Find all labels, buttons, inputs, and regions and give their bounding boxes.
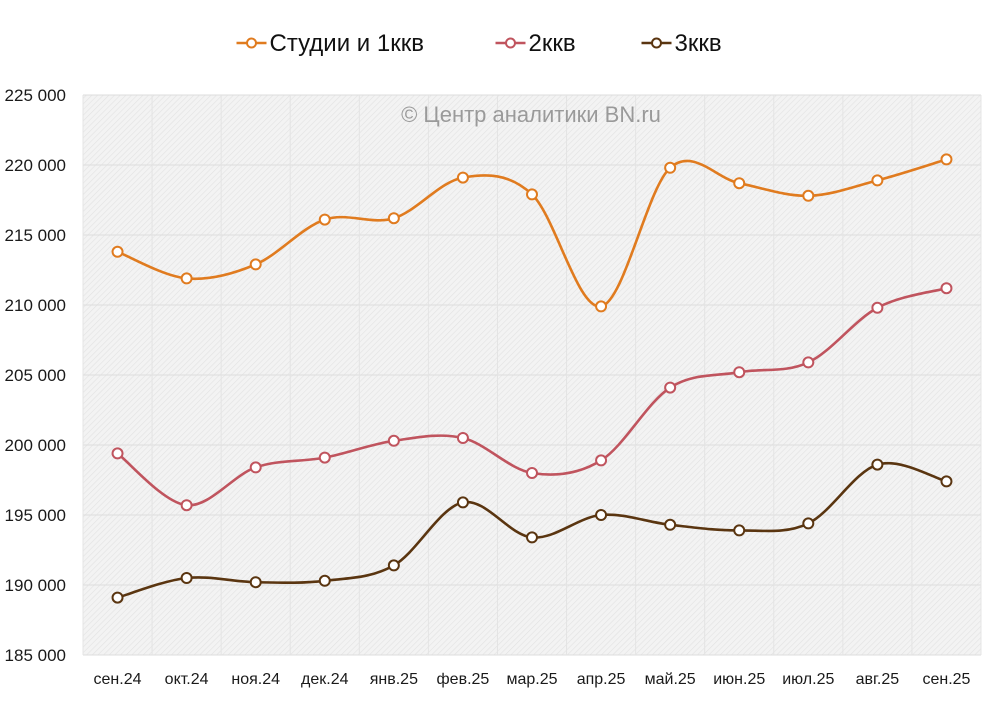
data-point[interactable] bbox=[802, 356, 815, 369]
data-point[interactable] bbox=[456, 171, 469, 184]
series-1 bbox=[111, 153, 953, 313]
x-tick-label: фев.25 bbox=[437, 671, 490, 688]
data-point[interactable] bbox=[802, 517, 815, 530]
y-tick-label: 195 000 bbox=[5, 506, 66, 525]
x-tick-label: ноя.24 bbox=[231, 671, 280, 688]
data-point[interactable] bbox=[664, 161, 677, 174]
x-tick-label: сен.25 bbox=[922, 671, 970, 688]
data-point[interactable] bbox=[664, 381, 677, 394]
x-tick-label: мар.25 bbox=[506, 671, 557, 688]
data-point[interactable] bbox=[526, 531, 538, 544]
x-tick-label: апр.25 bbox=[577, 671, 626, 688]
data-point[interactable] bbox=[111, 245, 124, 258]
legend-label: 2ккв bbox=[529, 30, 576, 57]
y-tick-label: 185 000 bbox=[5, 646, 66, 665]
series-3 bbox=[111, 458, 953, 604]
x-tick-label: янв.25 bbox=[370, 671, 418, 688]
data-point[interactable] bbox=[180, 272, 193, 285]
data-point[interactable] bbox=[456, 496, 469, 509]
x-tick-label: окт.24 bbox=[165, 671, 209, 688]
data-point[interactable] bbox=[940, 282, 953, 295]
data-point[interactable] bbox=[871, 301, 884, 314]
x-axis: сен.24 окт.24 ноя.24 дек.24 янв.25 фев.25 мар.… bbox=[94, 671, 971, 688]
data-point[interactable] bbox=[802, 189, 815, 202]
legend-marker-icon bbox=[246, 37, 257, 49]
data-point[interactable] bbox=[733, 177, 746, 190]
data-point[interactable] bbox=[111, 447, 124, 460]
data-point[interactable] bbox=[733, 366, 746, 379]
y-axis: 185 000 190 000 195 000 200 000 205 000 210 0… bbox=[5, 86, 66, 665]
data-point[interactable] bbox=[595, 454, 608, 467]
legend-label: Студии и 1ккв bbox=[270, 30, 424, 57]
data-point[interactable] bbox=[111, 591, 124, 604]
data-point[interactable] bbox=[249, 576, 262, 589]
legend: Студии и 1ккв 2ккв 3ккв bbox=[236, 30, 722, 57]
data-point[interactable] bbox=[664, 518, 677, 531]
legend-marker-icon bbox=[505, 37, 516, 49]
data-point[interactable] bbox=[387, 212, 400, 225]
series-2 bbox=[111, 282, 953, 512]
y-tick-label: 190 000 bbox=[5, 576, 66, 595]
x-tick-label: сен.24 bbox=[94, 671, 142, 688]
data-point[interactable] bbox=[318, 451, 331, 464]
data-point[interactable] bbox=[249, 461, 262, 474]
x-tick-label: авг.25 bbox=[856, 671, 900, 688]
watermark-text: © Центр аналитики BN.ru bbox=[401, 102, 661, 127]
series-layer bbox=[111, 153, 953, 604]
data-point[interactable] bbox=[595, 509, 608, 521]
data-point[interactable] bbox=[180, 499, 193, 512]
data-point[interactable] bbox=[526, 188, 538, 201]
data-point[interactable] bbox=[387, 559, 400, 572]
legend-item[interactable]: Студии и 1ккв bbox=[236, 30, 424, 57]
data-point[interactable] bbox=[318, 213, 331, 226]
x-tick-label: дек.24 bbox=[301, 671, 349, 688]
legend-item[interactable]: 3ккв bbox=[641, 30, 722, 57]
legend-marker-icon bbox=[651, 37, 662, 49]
data-point[interactable] bbox=[387, 434, 400, 447]
x-tick-label: июн.25 bbox=[713, 671, 765, 688]
y-tick-label: 200 000 bbox=[5, 436, 66, 455]
x-tick-label: июл.25 bbox=[782, 671, 834, 688]
legend-label: 3ккв bbox=[675, 30, 722, 57]
data-point[interactable] bbox=[940, 475, 953, 488]
data-point[interactable] bbox=[871, 458, 884, 471]
y-tick-label: 210 000 bbox=[5, 296, 66, 315]
data-point[interactable] bbox=[456, 432, 469, 444]
y-tick-label: 205 000 bbox=[5, 366, 66, 385]
data-point[interactable] bbox=[526, 467, 538, 479]
data-point[interactable] bbox=[180, 572, 193, 584]
data-point[interactable] bbox=[318, 574, 331, 587]
data-point[interactable] bbox=[871, 174, 884, 187]
data-point[interactable] bbox=[249, 258, 262, 271]
legend-item[interactable]: 2ккв bbox=[495, 30, 576, 57]
data-point[interactable] bbox=[733, 524, 746, 537]
x-tick-label: май.25 bbox=[645, 671, 696, 688]
y-tick-label: 215 000 bbox=[5, 226, 66, 245]
data-point[interactable] bbox=[595, 300, 608, 313]
data-point[interactable] bbox=[940, 153, 953, 166]
series-line bbox=[116, 158, 948, 308]
y-tick-label: 225 000 bbox=[5, 86, 66, 105]
y-tick-label: 220 000 bbox=[5, 156, 66, 175]
